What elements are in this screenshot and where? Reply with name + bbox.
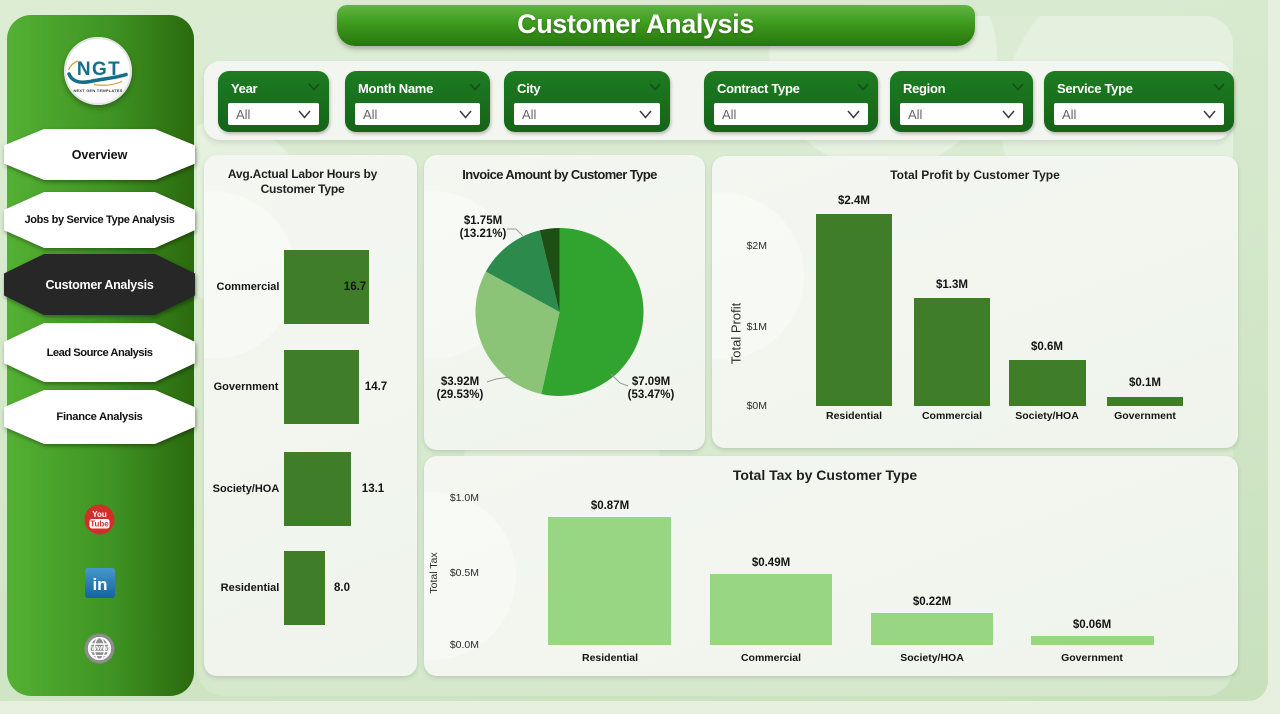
svg-text:in: in xyxy=(92,575,107,594)
svg-text:You: You xyxy=(92,510,107,519)
svg-text:Tube: Tube xyxy=(90,520,109,529)
svg-text:NGT: NGT xyxy=(77,59,121,80)
svg-text:NEXT GEN TEMPLATES: NEXT GEN TEMPLATES xyxy=(73,88,122,93)
svg-text:www: www xyxy=(90,645,108,652)
